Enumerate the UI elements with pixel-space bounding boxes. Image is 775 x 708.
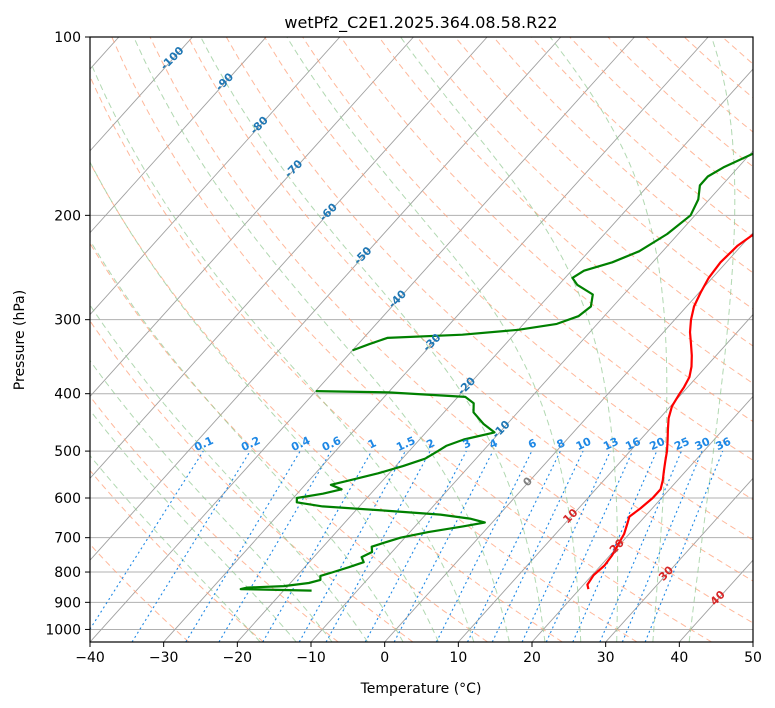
y-tick-label: 500 <box>54 444 81 460</box>
isotherm-line <box>90 37 414 398</box>
dry-adiabat-line <box>416 37 753 347</box>
mixing-ratio-label: 16 <box>623 435 643 453</box>
y-tick-label: 700 <box>54 531 81 547</box>
moist-adiabat-line <box>286 37 582 642</box>
isotherm-line <box>90 37 341 316</box>
y-tick-label: 300 <box>54 313 81 329</box>
y-tick-label: 600 <box>54 491 81 507</box>
mixing-ratio-line <box>218 450 332 642</box>
x-tick-label: −40 <box>75 650 105 666</box>
moist-adiabat-line <box>90 304 369 642</box>
x-tick-label: 20 <box>523 650 541 666</box>
moist-adiabat-line <box>90 59 475 642</box>
mixing-ratio-label: 20 <box>648 435 668 453</box>
temperature-profile-line <box>586 233 753 590</box>
mixing-ratio-line <box>185 450 301 642</box>
mixing-ratio-label: 13 <box>601 435 620 453</box>
mixing-ratio-line <box>298 450 406 642</box>
plot-background <box>90 37 753 642</box>
isotherm-line <box>90 37 267 234</box>
x-tick-label: 0 <box>380 650 389 666</box>
chart-title: wetPf2_C2E1.2025.364.08.58.R22 <box>284 13 557 33</box>
y-axis-label: Pressure (hPa) <box>12 290 28 390</box>
isotherm-line <box>384 232 753 642</box>
dry-adiabat-line <box>149 37 753 624</box>
mixing-ratio-label: 10 <box>574 435 594 453</box>
dry-adiabat-line <box>90 469 264 642</box>
mixing-ratio-line <box>435 450 533 642</box>
moist-adiabat-line <box>688 37 736 642</box>
dry-adiabat-line <box>90 242 488 642</box>
dry-adiabat-line <box>90 543 190 642</box>
isotherm-line <box>457 313 753 642</box>
dewpoint-profile-line <box>239 390 496 592</box>
x-tick-label: 10 <box>449 650 467 666</box>
mixing-ratio-line <box>644 450 724 642</box>
y-tick-label: 800 <box>54 565 81 581</box>
isotherm-line <box>90 37 193 152</box>
mixing-ratio-line <box>491 450 584 642</box>
x-tick-label: −30 <box>149 650 179 666</box>
x-tick-label: 50 <box>744 650 762 666</box>
background-lines <box>90 37 753 642</box>
axes: −40 −30 −20 −10 0 10 20 30 40 50 100 200 300 400 500 60… <box>45 30 762 666</box>
mixing-ratio-label: 25 <box>672 435 691 453</box>
mixing-ratio-line <box>521 450 611 642</box>
x-tick-label: 30 <box>597 650 615 666</box>
moist-adiabat-line <box>90 359 333 642</box>
dry-adiabat-line <box>90 395 339 642</box>
x-axis-label: Temperature (°C) <box>360 681 482 697</box>
mixing-ratio-line <box>467 450 561 642</box>
dewpoint-profile-line-upper <box>352 152 753 352</box>
dry-adiabat-line <box>454 37 753 310</box>
moist-adiabat-line <box>133 37 510 642</box>
mixing-ratio-label: 30 <box>693 435 713 453</box>
y-tick-label: 1000 <box>45 622 81 638</box>
moist-adiabat-line <box>549 37 668 642</box>
isotherm-line <box>531 395 753 642</box>
mixing-ratio-label: 36 <box>714 435 734 453</box>
x-tick-label: −10 <box>296 650 326 666</box>
y-tick-label: 200 <box>54 208 81 224</box>
moist-adiabat-line <box>200 37 546 642</box>
isotherm-line <box>310 150 753 642</box>
isotherm-line <box>236 68 753 642</box>
isotherm-line <box>90 37 488 479</box>
y-tick-label: 400 <box>54 387 81 403</box>
y-tick-label: 900 <box>54 595 81 611</box>
isotherm-line <box>90 37 562 561</box>
moist-adiabat-line <box>90 409 297 642</box>
data-lines <box>239 152 753 592</box>
mixing-ratio-line <box>393 450 494 642</box>
x-tick-label: 40 <box>670 650 688 666</box>
moist-adiabat-line <box>90 454 261 642</box>
x-tick-label: −20 <box>223 650 253 666</box>
y-tick-label: 100 <box>54 30 81 46</box>
dry-adiabat-line <box>111 37 712 642</box>
mixing-ratio-line <box>325 450 431 642</box>
isotherm-line <box>90 37 635 642</box>
isotherm-line <box>752 641 753 642</box>
isotherm-line <box>605 477 753 642</box>
mixing-ratio-line <box>262 450 373 642</box>
plot-frame <box>89 36 754 643</box>
mixing-ratio-line <box>364 450 467 642</box>
dry-adiabat-line <box>90 320 414 642</box>
moist-adiabat-line <box>90 239 404 642</box>
